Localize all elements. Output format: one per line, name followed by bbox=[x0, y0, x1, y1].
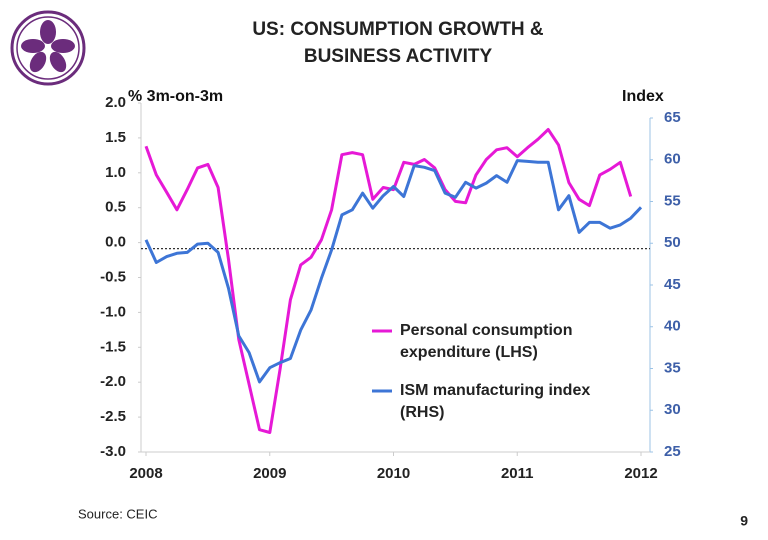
y-tick-label: -2.0 bbox=[100, 373, 126, 390]
x-tick-label: 2009 bbox=[253, 465, 286, 482]
y-tick-label: 1.0 bbox=[105, 164, 126, 181]
y-tick-label: 0.5 bbox=[105, 199, 126, 216]
series-line bbox=[144, 128, 633, 434]
legend-label: ISM manufacturing index (RHS) bbox=[400, 382, 590, 421]
series-line bbox=[144, 159, 643, 384]
x-tick-label: 2010 bbox=[377, 465, 410, 482]
y2-tick-label: 65 bbox=[664, 109, 681, 126]
y-tick-label: 0.0 bbox=[105, 234, 126, 251]
y2-tick-label: 40 bbox=[664, 318, 681, 335]
y-tick-label: 2.0 bbox=[105, 94, 126, 111]
y2-tick-label: 45 bbox=[664, 276, 681, 293]
y-tick-label: 1.5 bbox=[105, 129, 126, 146]
page-number: 9 bbox=[740, 513, 748, 529]
logo bbox=[10, 10, 86, 86]
source: Source: CEIC bbox=[78, 506, 157, 521]
y2-tick-label: 60 bbox=[664, 151, 681, 168]
x-tick-label: 2011 bbox=[501, 465, 534, 482]
chart-title: US: CONSUMPTION GROWTH & BUSINESS ACTIVIT… bbox=[252, 19, 544, 67]
legend-label: Personal consumption expenditure (LHS) bbox=[400, 322, 572, 361]
y-tick-label: -1.0 bbox=[100, 303, 126, 320]
x-tick-label: 2008 bbox=[129, 465, 162, 482]
y2-tick-label: 55 bbox=[664, 192, 681, 209]
y-tick-label: -3.0 bbox=[100, 443, 126, 460]
y2-tick-label: 50 bbox=[664, 234, 681, 251]
x-tick-label: 2012 bbox=[624, 465, 657, 482]
y-tick-label: -1.5 bbox=[100, 338, 126, 355]
y2-tick-label: 35 bbox=[664, 359, 681, 376]
y2-tick-label: 30 bbox=[664, 401, 681, 418]
y-axis-label: % 3m-on-3m bbox=[128, 88, 223, 105]
y2-axis-label: Index bbox=[622, 88, 664, 105]
y-tick-label: -0.5 bbox=[100, 268, 126, 285]
y2-tick-label: 25 bbox=[664, 443, 681, 460]
y-tick-label: -2.5 bbox=[100, 408, 126, 425]
